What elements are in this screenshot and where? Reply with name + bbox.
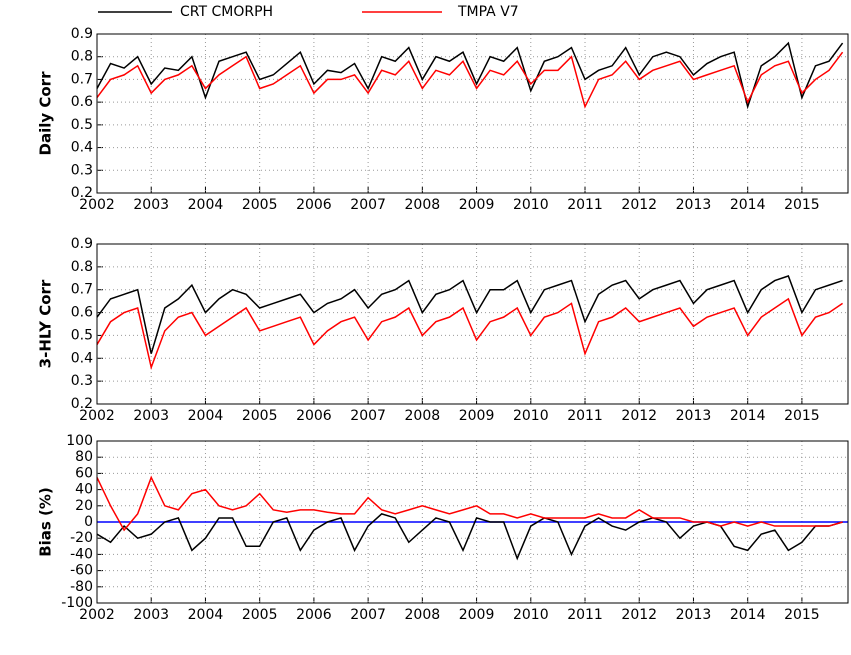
x-tick-label: 2002 (79, 197, 115, 213)
y-tick-label: 0.6 (71, 94, 93, 110)
x-tick-label: 2015 (784, 607, 820, 623)
y-axis-label: Daily Corr (37, 71, 55, 156)
x-tick-label: 2010 (513, 197, 549, 213)
y-tick-label: -80 (70, 579, 93, 595)
x-tick-label: 2011 (567, 408, 603, 424)
y-tick-label: -100 (61, 595, 93, 611)
y-tick-label: 0.8 (71, 259, 93, 275)
x-tick-label: 2003 (133, 607, 169, 623)
x-tick-label: 2005 (242, 197, 278, 213)
y-tick-label: 100 (66, 433, 93, 449)
x-tick-label: 2003 (133, 408, 169, 424)
plot-frame (96, 440, 849, 604)
y-tick-label: 60 (75, 465, 93, 481)
x-tick-label: 2010 (513, 607, 549, 623)
x-tick-label: 2006 (296, 408, 332, 424)
x-tick-label: 2004 (188, 607, 224, 623)
x-tick-label: 2013 (676, 607, 712, 623)
y-tick-label: 20 (75, 498, 93, 514)
y-tick-label: 0 (84, 514, 93, 530)
x-tick-label: 2012 (621, 408, 657, 424)
y-tick-label: -60 (70, 563, 93, 579)
x-tick-label: 2009 (459, 607, 495, 623)
x-tick-label: 2011 (567, 607, 603, 623)
x-tick-label: 2009 (459, 197, 495, 213)
series-line (96, 41, 844, 110)
x-tick-label: 2005 (242, 408, 278, 424)
y-tick-label: 0.3 (71, 162, 93, 178)
series-line (96, 475, 843, 532)
y-axis-label: Bias (%) (37, 487, 55, 557)
x-tick-label: 2014 (730, 607, 766, 623)
x-tick-label: 2008 (405, 197, 441, 213)
y-tick-label: 0.8 (71, 49, 93, 65)
y-tick-label: 0.9 (71, 26, 93, 42)
y-tick-label: -20 (70, 530, 93, 546)
y-tick-label: 0.4 (71, 140, 93, 156)
x-tick-label: 2002 (79, 607, 115, 623)
legend-label: CRT CMORPH (180, 4, 273, 20)
plot-frame (96, 33, 849, 194)
x-tick-label: 2011 (567, 197, 603, 213)
x-tick-label: 2003 (133, 197, 169, 213)
x-tick-label: 2004 (188, 197, 224, 213)
legend-label: TMPA V7 (457, 4, 519, 20)
x-tick-label: 2009 (459, 408, 495, 424)
x-tick-label: 2012 (621, 197, 657, 213)
x-tick-label: 2014 (730, 408, 766, 424)
x-tick-label: 2008 (405, 408, 441, 424)
y-tick-label: 0.7 (71, 71, 93, 87)
x-tick-label: 2007 (350, 408, 386, 424)
series-line (96, 275, 843, 354)
x-tick-label: 2015 (784, 197, 820, 213)
y-tick-label: 0.6 (71, 305, 93, 321)
y-tick-label: 0.3 (71, 373, 93, 389)
y-tick-label: -40 (70, 546, 93, 562)
x-tick-label: 2013 (676, 408, 712, 424)
x-tick-label: 2005 (242, 607, 278, 623)
y-tick-label: 80 (75, 449, 93, 465)
x-tick-label: 2013 (676, 197, 712, 213)
y-tick-label: 0.2 (71, 185, 93, 201)
y-tick-label: 0.5 (71, 117, 93, 133)
y-axis-label: 3-HLY Corr (37, 279, 55, 368)
y-tick-label: 0.5 (71, 327, 93, 343)
x-tick-label: 2002 (79, 408, 115, 424)
plot-frame (96, 243, 849, 405)
x-tick-label: 2007 (350, 197, 386, 213)
y-tick-label: 0.2 (71, 396, 93, 412)
x-tick-label: 2006 (296, 607, 332, 623)
x-tick-label: 2004 (188, 408, 224, 424)
series-line (96, 513, 843, 561)
y-tick-label: 0.4 (71, 350, 93, 366)
y-tick-label: 0.9 (71, 236, 93, 252)
y-tick-label: 0.7 (71, 282, 93, 298)
x-tick-label: 2014 (730, 197, 766, 213)
y-tick-label: 40 (75, 482, 93, 498)
x-tick-label: 2008 (405, 607, 441, 623)
series-line (96, 51, 844, 109)
series-line (96, 297, 843, 371)
x-tick-label: 2007 (350, 607, 386, 623)
x-tick-label: 2012 (621, 607, 657, 623)
x-tick-label: 2006 (296, 197, 332, 213)
x-tick-label: 2010 (513, 408, 549, 424)
x-tick-label: 2015 (784, 408, 820, 424)
